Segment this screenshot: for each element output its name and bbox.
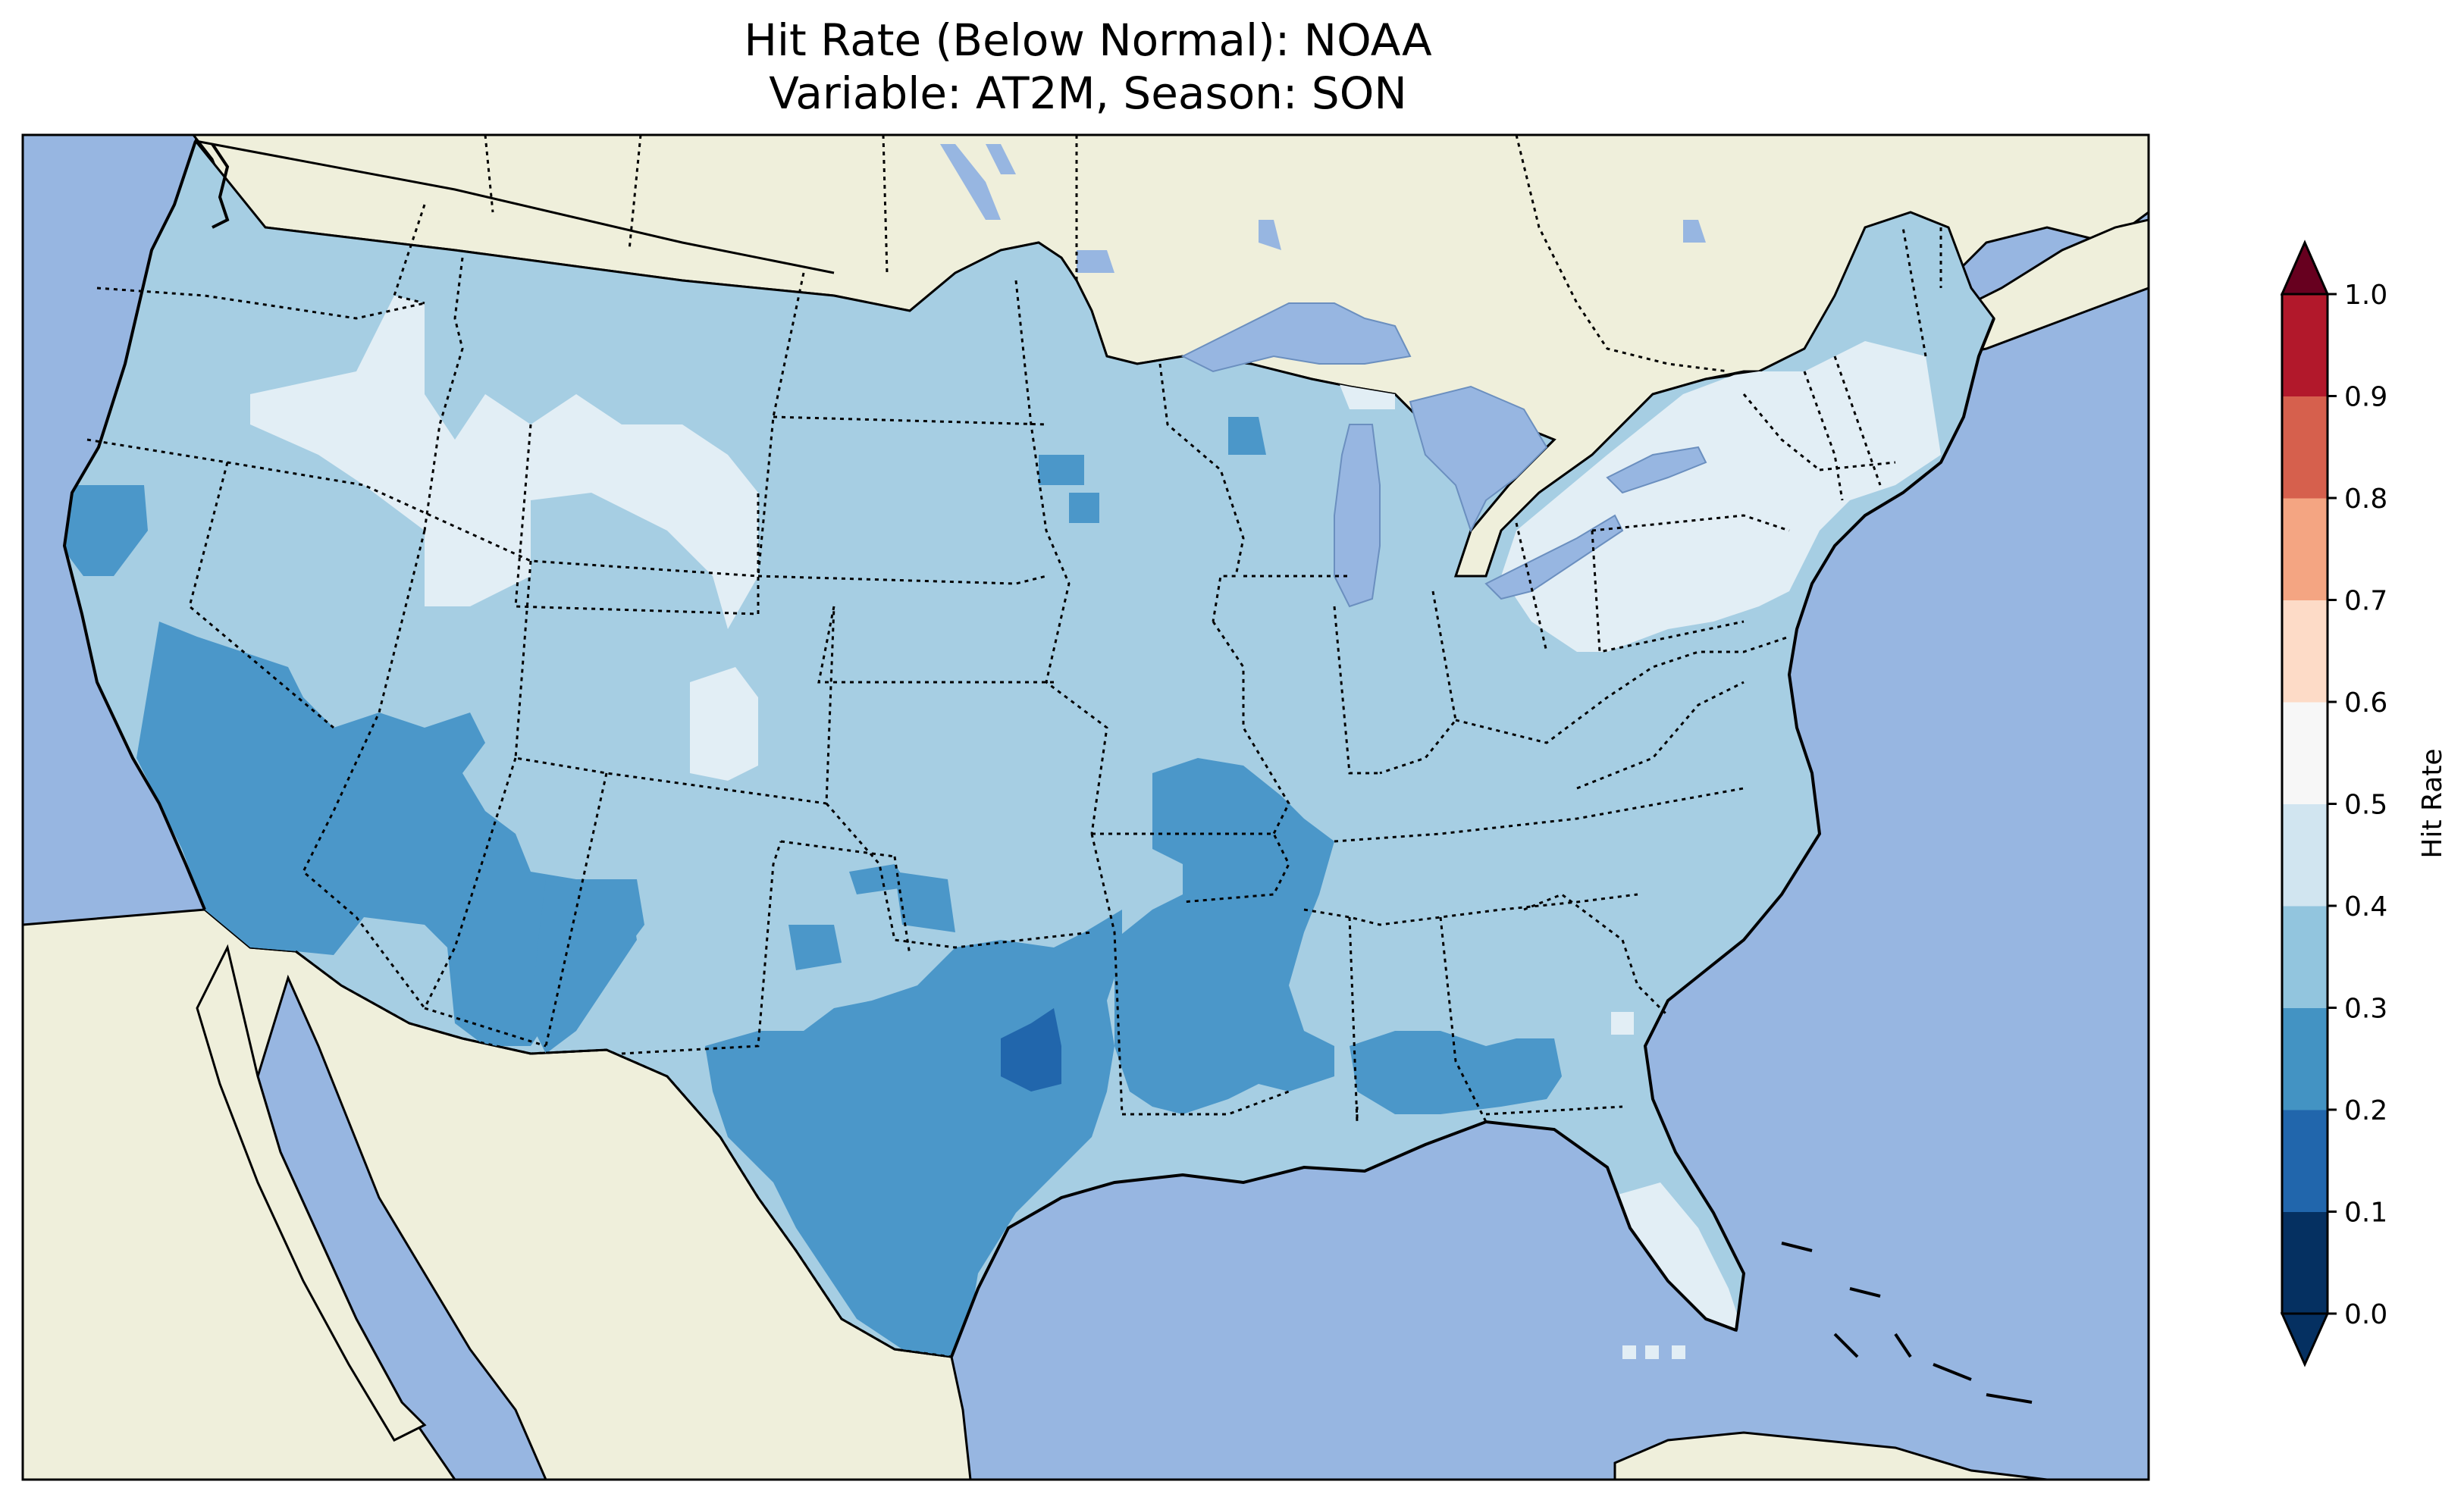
gulf-coastline: [950, 1120, 1737, 1358]
colorbar-swatch-4: [2282, 803, 2328, 907]
colorbar-tick-label: 0.4: [2344, 891, 2387, 922]
region-texas-mid: [705, 910, 1122, 1357]
region-oklahoma-spots-mid: [788, 864, 955, 970]
cuba-land: [1613, 1431, 2048, 1480]
region-arkansas-mid: [1114, 758, 1334, 1114]
colorbar-swatch-2: [2282, 1007, 2328, 1110]
colorbar-tick-label: 0.3: [2344, 994, 2387, 1025]
map-frame: [21, 133, 2150, 1481]
colorbar-tick-label: 0.5: [2344, 790, 2387, 821]
region-wisconsin-mid: [1039, 417, 1266, 523]
colorbar-swatch-5: [2282, 702, 2328, 804]
colorbar-tick-label: 0.7: [2344, 586, 2387, 617]
bahamas-islands: [1781, 1242, 2033, 1404]
us-east-coastline: [1643, 318, 1995, 1331]
colorbar-swatch-8: [2282, 396, 2328, 499]
lake-huron: [1409, 385, 1548, 533]
lake-ontario: [1606, 446, 1707, 494]
hit-rate-field: [64, 296, 1941, 1357]
colorbar-swatch-1: [2282, 1110, 2328, 1212]
region-sc-light: [1611, 1012, 1634, 1035]
region-northeast-light: [1501, 341, 1941, 652]
state-borders: [86, 204, 1927, 1123]
puget-sound: [211, 143, 230, 229]
region-florida-light: [1607, 1182, 1744, 1334]
colorbar-swatch-7: [2282, 498, 2328, 600]
chart-title: Hit Rate (Below Normal): NOAA Variable: …: [0, 14, 2176, 120]
region-northwest-light: [250, 296, 758, 629]
region-central-texas-dark: [1001, 1008, 1061, 1092]
region-southwest-mid: [136, 622, 637, 1046]
lake-erie: [1484, 514, 1624, 600]
title-line-2: Variable: AT2M, Season: SON: [769, 67, 1407, 119]
colorbar-swatch-0: [2282, 1211, 2328, 1314]
colorbar-tick-label: 0.6: [2344, 687, 2387, 719]
canada-provincial-borders: [484, 135, 1942, 373]
colorbar-tick-label: 0.9: [2344, 382, 2387, 413]
colorbar-ticks: 0.0 0.1 0.2 0.3 0.4 0.5 0.6 0.7 0.8 0.9 1.0: [2328, 280, 2387, 1330]
colorbar-swatch-9: [2282, 294, 2328, 396]
colorbar-tick-label: 0.1: [2344, 1198, 2387, 1229]
region-colorado-light: [690, 667, 758, 781]
lake-superior: [1180, 302, 1412, 373]
colorbar-extend-under: [2280, 1312, 2330, 1367]
colorbar-tick-label: 1.0: [2344, 280, 2387, 311]
colorbar-tick-label: 0.8: [2344, 484, 2387, 515]
keys-dots: [1622, 1345, 1685, 1359]
colorbar-swatches: [2282, 294, 2328, 1314]
colorbar-tick-label: 0.2: [2344, 1095, 2387, 1126]
colorbar-extend-over: [2280, 240, 2330, 296]
title-line-1: Hit Rate (Below Normal): NOAA: [744, 14, 1432, 66]
us-west-coastline: [62, 140, 206, 910]
colorbar-label: Hit Rate: [2417, 748, 2448, 858]
us-mexico-border: [295, 950, 952, 1358]
baja-peninsula: [196, 944, 427, 1442]
region-south-mid: [1350, 1031, 1562, 1114]
colorbar-tick-label: 0.0: [2344, 1299, 2387, 1330]
us-canada-border: [195, 139, 835, 274]
lake-michigan: [1334, 424, 1381, 608]
region-oregon-coast-mid: [64, 485, 148, 576]
colorbar-swatch-3: [2282, 906, 2328, 1008]
colorbar-swatch-6: [2282, 600, 2328, 703]
region-new-mexico-mid: [531, 879, 644, 1054]
